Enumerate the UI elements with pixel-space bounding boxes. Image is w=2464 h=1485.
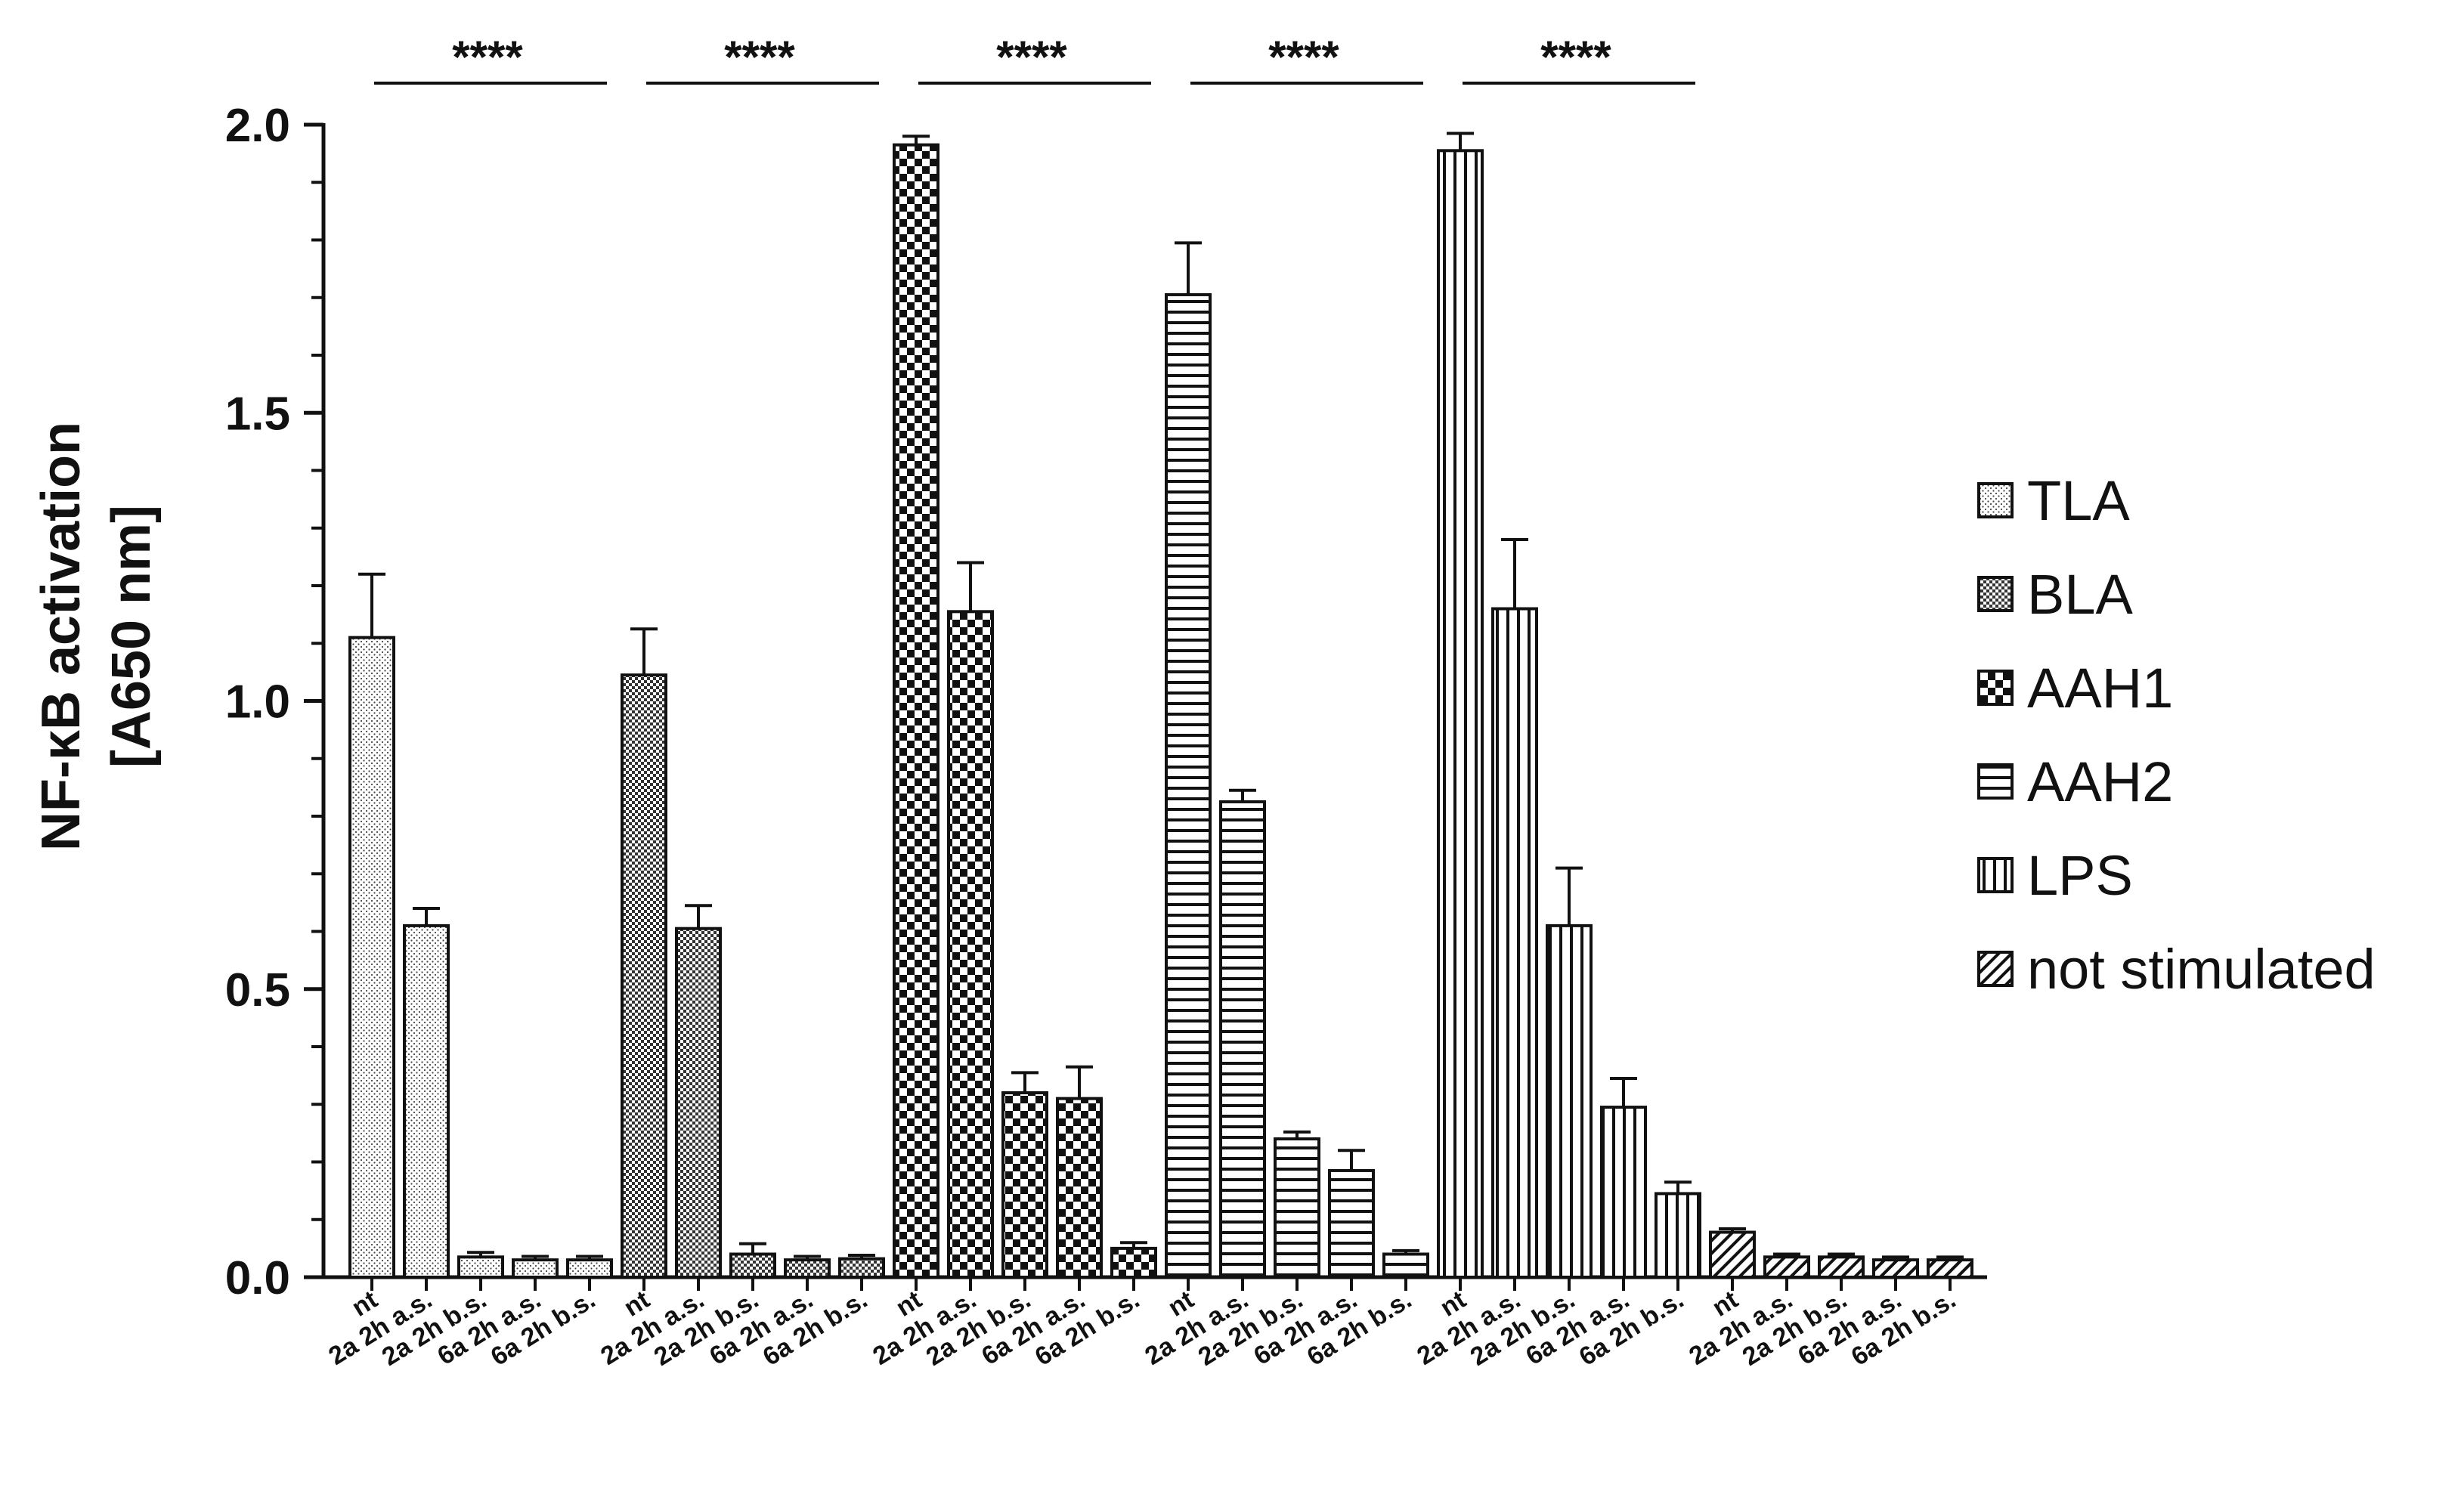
bar-aah2-4 [1382, 1252, 1429, 1279]
bar-not-stimulated-4 [1927, 1258, 1973, 1279]
bar-aah2-1 [1219, 800, 1266, 1279]
bar-bla-4 [838, 1257, 885, 1279]
legend-swatch-lps [1977, 857, 2014, 893]
bar-tla-4 [566, 1258, 613, 1279]
bar-aah2-0 [1165, 292, 1212, 1279]
bar-aah2-3 [1328, 1168, 1375, 1279]
legend-label: LPS [2027, 844, 2133, 907]
bar-bla-2 [729, 1252, 776, 1279]
bar-bla-1 [675, 927, 722, 1279]
y-tick-label: 1.0 [225, 676, 290, 729]
legend-swatch-not-stimulated [1977, 951, 2014, 987]
bar-lps-4 [1655, 1192, 1701, 1279]
legend-label: BLA [2027, 563, 2134, 626]
legend-label: AAH1 [2027, 657, 2173, 719]
y-tick-label: 0.0 [225, 1252, 290, 1304]
bar-bla-0 [621, 673, 667, 1279]
bar-lps-1 [1491, 607, 1538, 1279]
bar-not-stimulated-0 [1709, 1230, 1756, 1279]
significance-stars: **** [996, 32, 1067, 82]
significance-stars: **** [1268, 32, 1339, 82]
bar-aah1-0 [893, 143, 939, 1279]
y-tick-label: 0.5 [225, 964, 290, 1016]
legend-swatch-aah1 [1977, 670, 2014, 706]
bar-aah1-1 [947, 610, 994, 1279]
bar-tla-0 [348, 636, 395, 1279]
significance-stars: **** [724, 32, 795, 82]
bar-lps-0 [1437, 149, 1484, 1279]
legend-label: not stimulated [2027, 938, 2376, 1001]
bar-aah1-4 [1110, 1246, 1157, 1279]
legend-swatch-bla [1977, 576, 2014, 612]
bar-aah2-2 [1274, 1137, 1320, 1279]
bar-aah1-2 [1001, 1091, 1048, 1279]
bar-lps-2 [1546, 923, 1593, 1279]
significance-stars: **** [1540, 32, 1611, 82]
bar-not-stimulated-2 [1818, 1255, 1865, 1279]
bar-bla-3 [784, 1258, 831, 1279]
bar-lps-3 [1600, 1106, 1647, 1279]
bar-not-stimulated-1 [1763, 1255, 1810, 1279]
bar-not-stimulated-3 [1872, 1258, 1919, 1279]
y-tick-label: 1.5 [225, 388, 290, 440]
y-axis-label-line-1: NF-κB activation [31, 422, 91, 851]
bar-tla-1 [403, 923, 450, 1279]
y-axis-label-line-2: [A650 nm] [101, 505, 162, 768]
bar-tla-3 [512, 1258, 559, 1279]
legend-swatch-tla [1977, 482, 2014, 518]
bar-tla-2 [457, 1255, 504, 1279]
legend-label: TLA [2027, 469, 2130, 532]
plot-area: NF-κB activation [A650 nm] 0.0 0.5 1.0 1.5 2.0… [31, 32, 2376, 1372]
significance-stars: **** [452, 32, 523, 82]
legend-swatch-aah2 [1977, 763, 2014, 800]
bar-aah1-3 [1056, 1097, 1103, 1279]
y-tick-label: 2.0 [225, 100, 290, 152]
legend-label: AAH2 [2027, 750, 2173, 813]
